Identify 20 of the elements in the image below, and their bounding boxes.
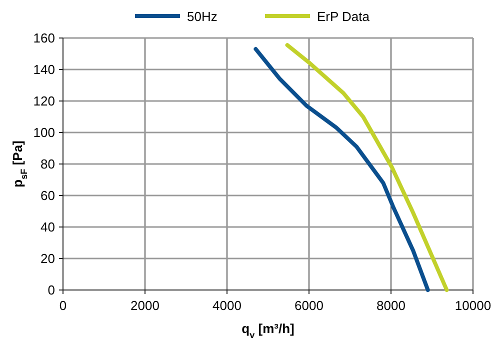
x-tick-label: 10000 bbox=[454, 298, 492, 313]
y-tick-label: 100 bbox=[33, 125, 55, 140]
legend-label: ErP Data bbox=[317, 9, 370, 24]
x-tick-label: 0 bbox=[59, 298, 67, 313]
line-series bbox=[254, 47, 430, 292]
legend-label: 50Hz bbox=[187, 9, 218, 24]
line-series bbox=[285, 43, 449, 292]
y-tick-label: 120 bbox=[33, 94, 55, 108]
x-tick-label: 8000 bbox=[376, 298, 406, 313]
x-tick-label: 4000 bbox=[212, 298, 242, 313]
x-axis-title: q$_{v}$ [m³/h] bbox=[242, 321, 294, 340]
x-tick-label: 6000 bbox=[294, 298, 324, 313]
y-tick-label: 40 bbox=[40, 220, 55, 234]
x-tick-label: 2000 bbox=[130, 298, 160, 313]
y-tick-label: 80 bbox=[40, 156, 55, 172]
y-tick-label: 0 bbox=[48, 282, 55, 298]
y-tick-label: 20 bbox=[40, 251, 55, 266]
y-tick-label: 60 bbox=[40, 188, 55, 203]
y-tick-label: 140 bbox=[33, 62, 55, 77]
y-tick-label: 160 bbox=[33, 30, 55, 46]
